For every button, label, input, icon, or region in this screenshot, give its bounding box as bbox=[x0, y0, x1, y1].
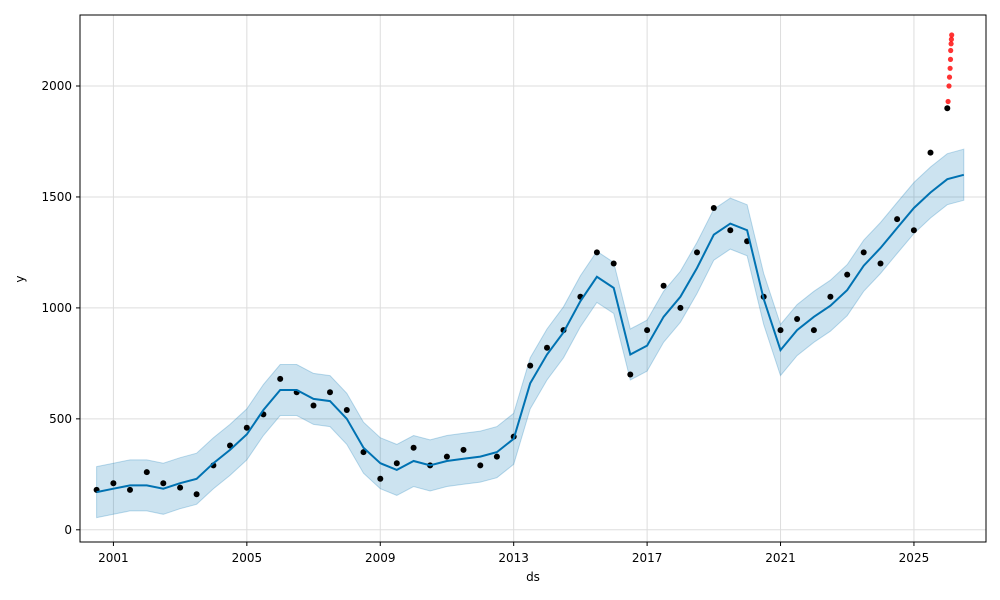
observed-point bbox=[410, 444, 417, 451]
y-tick-label: 0 bbox=[64, 523, 72, 537]
observed-point bbox=[227, 442, 233, 449]
observed-point bbox=[910, 227, 917, 234]
x-axis-ticks: 2001 2005 2009 2013 2017 2021 2025 bbox=[98, 542, 929, 565]
observed-point bbox=[393, 460, 400, 467]
observed-point bbox=[610, 260, 617, 267]
observed-point bbox=[810, 327, 817, 334]
observed-point bbox=[844, 271, 851, 278]
y-tick-label: 1500 bbox=[41, 190, 72, 204]
observed-point bbox=[160, 480, 167, 487]
observed-point bbox=[127, 486, 133, 493]
grid-lines bbox=[80, 15, 986, 542]
observed-point bbox=[310, 402, 317, 409]
recent-point bbox=[946, 74, 953, 80]
x-tick-label: 2025 bbox=[899, 551, 930, 565]
observed-point bbox=[710, 205, 717, 211]
recent-point bbox=[945, 98, 951, 105]
forecast-line bbox=[96, 173, 965, 494]
x-tick-label: 2013 bbox=[498, 551, 529, 565]
observed-point bbox=[143, 469, 150, 476]
x-tick-label: 2001 bbox=[98, 551, 129, 565]
observed-point bbox=[177, 484, 184, 491]
x-axis-label: ds bbox=[526, 570, 540, 584]
y-tick-label: 2000 bbox=[41, 79, 72, 93]
y-tick-label: 1000 bbox=[41, 301, 72, 315]
observed-point bbox=[493, 453, 500, 460]
forecast-line-group bbox=[96, 173, 965, 494]
y-axis-label: y bbox=[13, 275, 27, 282]
y-tick-label: 500 bbox=[49, 412, 72, 426]
observed-point bbox=[343, 407, 350, 413]
plot-border bbox=[79, 14, 987, 543]
observed-point bbox=[627, 371, 634, 378]
observed-point bbox=[660, 282, 667, 289]
observed-point bbox=[327, 389, 333, 396]
recent-point bbox=[949, 32, 955, 38]
observed-point bbox=[477, 462, 484, 469]
plot-area bbox=[79, 14, 987, 543]
x-tick-label: 2005 bbox=[232, 551, 263, 565]
observed-point bbox=[877, 260, 884, 267]
recent-points bbox=[945, 32, 955, 105]
observed-point bbox=[193, 491, 200, 498]
observed-point bbox=[827, 293, 834, 300]
observed-point bbox=[544, 344, 550, 351]
y-axis-ticks: 0 500 1000 1500 2000 bbox=[41, 79, 80, 537]
observed-point bbox=[460, 446, 467, 453]
observed-point bbox=[360, 449, 367, 456]
x-tick-label: 2021 bbox=[765, 551, 796, 565]
observed-point bbox=[894, 216, 901, 223]
observed-point bbox=[110, 480, 117, 487]
recent-point bbox=[946, 83, 952, 89]
observed-point bbox=[694, 249, 700, 256]
observed-point bbox=[944, 105, 951, 112]
observed-point bbox=[727, 227, 734, 234]
observed-point bbox=[443, 453, 450, 460]
observed-point bbox=[677, 304, 684, 311]
observed-point bbox=[777, 327, 784, 334]
recent-point bbox=[948, 47, 954, 54]
x-tick-label: 2009 bbox=[365, 551, 396, 565]
x-tick-label: 2017 bbox=[632, 551, 663, 565]
plot-frame bbox=[80, 15, 986, 542]
observed-point bbox=[860, 249, 867, 256]
observed-point bbox=[794, 316, 801, 322]
observed-point bbox=[277, 375, 284, 382]
recent-point bbox=[947, 56, 954, 63]
observed-point bbox=[644, 327, 651, 334]
recent-point bbox=[948, 36, 955, 43]
observed-point bbox=[377, 475, 384, 482]
recent-point bbox=[948, 41, 954, 47]
observed-point bbox=[927, 149, 934, 156]
recent-point bbox=[947, 65, 953, 71]
observed-point bbox=[243, 424, 250, 431]
observed-point bbox=[593, 249, 600, 256]
observed-point bbox=[527, 362, 534, 369]
